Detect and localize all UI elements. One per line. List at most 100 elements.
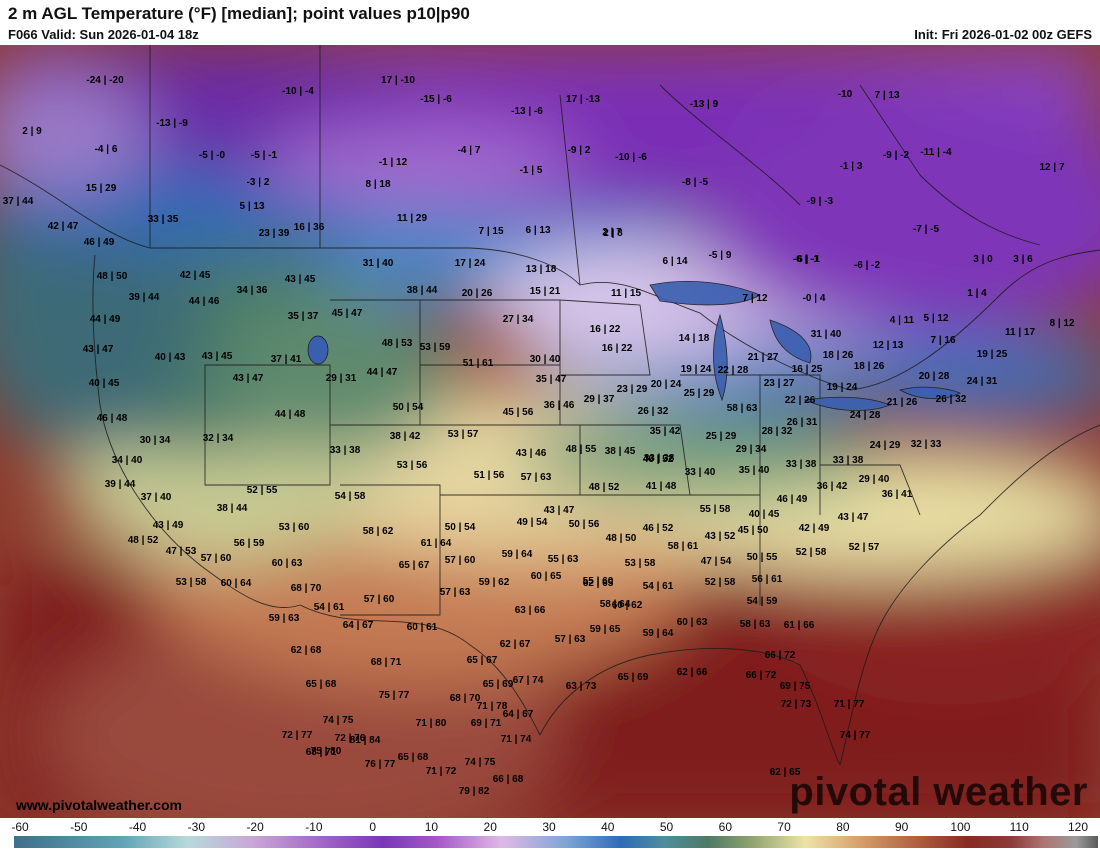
point-value-label: 69 | 71 <box>470 718 502 729</box>
point-value-label: -4 | 7 <box>457 145 481 156</box>
point-value-label: 53 | 56 <box>396 460 428 471</box>
point-value-label: 55 | 60 <box>582 576 614 587</box>
point-value-label: 68 | 70 <box>449 693 481 704</box>
point-value-label: 50 | 55 <box>746 552 778 563</box>
point-value-label: 35 | 42 <box>649 426 681 437</box>
point-value-label: 34 | 36 <box>236 285 268 296</box>
point-value-label: 52 | 58 <box>795 547 827 558</box>
point-value-label: 43 | 45 <box>284 274 316 285</box>
colorbar-tick-label: 110 <box>1009 820 1029 834</box>
point-value-label: 37 | 44 <box>2 196 34 207</box>
point-value-label: 17 | 24 <box>454 258 486 269</box>
point-value-label: 6 | 13 <box>525 225 551 236</box>
point-value-label: 59 | 64 <box>642 628 674 639</box>
point-value-label: 24 | 28 <box>849 410 881 421</box>
point-value-label: 60 | 64 <box>220 578 252 589</box>
point-value-label: 40 | 45 <box>748 509 780 520</box>
point-value-label: 79 | 82 <box>458 786 490 797</box>
point-value-label: 39 | 44 <box>104 479 136 490</box>
colorbar-labels: -60 -50 -40 -30 -20 -10 0 10 20 30 40 50 60 70 80 90 100… <box>0 820 1100 834</box>
point-value-label: 43 | 47 <box>837 512 869 523</box>
point-value-label: 19 | 25 <box>976 349 1008 360</box>
point-value-label: 46 | 52 <box>642 523 674 534</box>
point-value-label: -13 | 9 <box>689 99 719 110</box>
point-value-label: 65 | 69 <box>482 679 514 690</box>
point-value-label: 64 | 67 <box>342 620 374 631</box>
point-value-label: -9 | 2 <box>567 145 591 156</box>
point-value-label: 32 | 33 <box>910 439 942 450</box>
point-value-label: 4 | 11 <box>889 315 915 326</box>
point-value-label: 58 | 62 <box>362 526 394 537</box>
point-value-label: 75 | 77 <box>378 690 410 701</box>
point-value-label: 64 | 67 <box>502 709 534 720</box>
point-value-label: 57 | 60 <box>444 555 476 566</box>
point-value-label: 57 | 63 <box>439 587 471 598</box>
point-value-label: 63 | 73 <box>565 681 597 692</box>
point-value-label: 51 | 56 <box>473 470 505 481</box>
point-value-label: 25 | 29 <box>683 388 715 399</box>
point-value-label: 35 | 37 <box>287 311 319 322</box>
point-value-label: 30 | 40 <box>529 354 561 365</box>
point-value-label: 74 | 75 <box>464 757 496 768</box>
point-value-label: -13 | -9 <box>156 118 188 129</box>
point-value-label: 67 | 74 <box>512 675 544 686</box>
point-value-label: 7 | 13 <box>874 90 900 101</box>
point-value-label: 42 | 47 <box>47 221 79 232</box>
point-value-label: 43 | 47 <box>82 344 114 355</box>
point-value-label: 61 | 66 <box>783 620 815 631</box>
point-value-label: 37 | 41 <box>270 354 302 365</box>
colorbar-tick-label: 120 <box>1067 820 1089 834</box>
point-value-label: 71 | 74 <box>500 734 532 745</box>
point-value-label: 38 | 45 <box>604 446 636 457</box>
point-value-label: 57 | 63 <box>554 634 586 645</box>
point-value-label: -1 | 3 <box>839 161 863 172</box>
point-value-label: 35 | 40 <box>738 465 770 476</box>
point-value-label: 14 | 18 <box>678 333 710 344</box>
point-value-label: 6 | 14 <box>662 256 688 267</box>
point-value-label: 33 | 38 <box>643 453 675 464</box>
colorbar <box>14 836 1098 848</box>
point-value-label: 23 | 29 <box>616 384 648 395</box>
point-value-label: 11 | 29 <box>396 213 428 224</box>
colorbar-tick-label: -30 <box>187 820 205 834</box>
point-value-label: 62 | 66 <box>676 667 708 678</box>
point-value-label: 52 | 57 <box>848 542 880 553</box>
colorbar-tick-label: -40 <box>128 820 147 834</box>
point-value-label: 66 | 72 <box>745 670 777 681</box>
valid-time: F066 Valid: Sun 2026-01-04 18z <box>8 27 199 42</box>
point-value-label: 3 | 0 <box>973 254 993 265</box>
point-value-label: 43 | 47 <box>543 505 575 516</box>
point-value-label: 40 | 45 <box>88 378 120 389</box>
point-value-label: 54 | 61 <box>642 581 674 592</box>
point-value-label: 7 | 12 <box>742 293 768 304</box>
point-value-label: 11 | 15 <box>610 288 642 299</box>
point-value-label: 62 | 65 <box>769 767 801 778</box>
point-value-label: -6 | -1 <box>793 254 821 265</box>
point-value-label: 22 | 28 <box>717 365 749 376</box>
point-value-label: 62 | 65 <box>582 578 614 589</box>
point-value-label: -13 | -6 <box>511 106 543 117</box>
point-value-label: 13 | 18 <box>525 264 557 275</box>
point-value-label: 48 | 50 <box>96 271 128 282</box>
point-value-label: 32 | 34 <box>202 433 234 444</box>
point-value-label: 15 | 29 <box>85 183 117 194</box>
point-value-label: 24 | 29 <box>869 440 901 451</box>
point-value-label: 59 | 63 <box>268 613 300 624</box>
point-value-label: 20 | 28 <box>918 371 950 382</box>
point-value-label: 68 | 71 <box>305 747 337 758</box>
point-value-label: -4 | 6 <box>94 144 118 155</box>
colorbar-tick-label: 90 <box>894 820 909 834</box>
point-value-label: 26 | 32 <box>935 394 967 405</box>
point-value-label: 23 | 27 <box>763 378 795 389</box>
point-value-label: 15 | 21 <box>529 286 561 297</box>
point-value-label: 38 | 44 <box>216 503 248 514</box>
point-value-label: 7 | 15 <box>478 226 504 237</box>
point-value-label: 48 | 50 <box>605 533 637 544</box>
point-value-label: 8 | 12 <box>1049 318 1075 329</box>
point-value-label: 60 | 61 <box>406 622 438 633</box>
point-value-label: 50 | 54 <box>444 522 476 533</box>
point-value-label: 47 | 53 <box>165 546 197 557</box>
point-value-label: 62 | 67 <box>499 639 531 650</box>
point-value-label: 65 | 67 <box>398 560 430 571</box>
point-value-label: 18 | 26 <box>822 350 854 361</box>
